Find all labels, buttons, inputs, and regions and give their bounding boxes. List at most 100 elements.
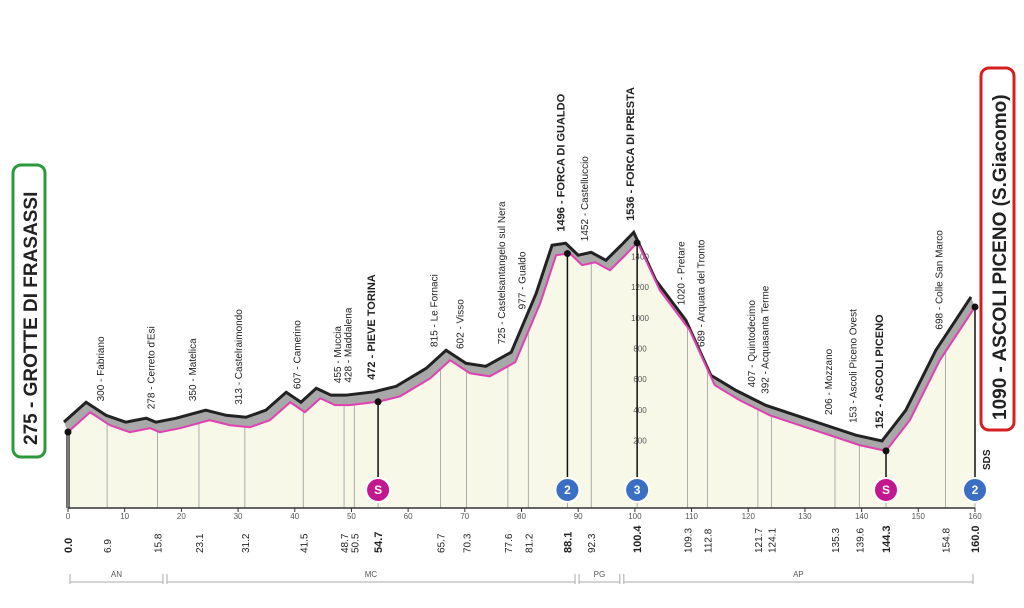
km-label: 121.7: [754, 528, 765, 553]
km-label: 144.3: [881, 525, 893, 553]
place-label: 152 - ASCOLI PICENO: [874, 314, 886, 429]
place-label: 1020 - Pretare: [677, 241, 688, 305]
place-label: 407 - Quintodecimo: [747, 300, 758, 388]
km-label: 65.7: [436, 533, 447, 553]
x-tick-label: 10: [120, 512, 129, 521]
marker: [873, 477, 900, 503]
place-label: 472 - PIEVE TORINA: [366, 274, 378, 380]
place-label: 607 - Camerino: [292, 320, 303, 389]
km-label: 139.6: [855, 528, 866, 553]
place-label: 725 - Castelsantangelo sul Nera: [497, 201, 508, 344]
place-label: 698 - Colle San Marco: [935, 230, 946, 330]
km-label: 124.1: [767, 528, 778, 553]
km-label: 81.2: [524, 533, 535, 553]
sds-label: SDS: [982, 449, 993, 470]
marker-dot: [633, 239, 641, 247]
place-label: 350 - Matelica: [188, 338, 199, 401]
marker-label: 2: [972, 483, 979, 497]
km-label: 15.8: [154, 533, 165, 553]
profile-line: [67, 240, 976, 453]
km-label: 50.5: [350, 533, 361, 553]
marker-dot: [563, 250, 571, 258]
place-label: 1496 - FORCA DI GUALDO: [555, 93, 567, 231]
km-label: 41.5: [299, 533, 310, 553]
x-tick-label: 140: [855, 512, 869, 521]
km-label: 160.0: [970, 525, 982, 553]
y-tick-label: 1200: [631, 283, 649, 292]
place-label: 815 - Le Fornaci: [429, 274, 440, 347]
profile-edge: [62, 229, 973, 443]
x-tick-label: 130: [798, 512, 812, 521]
place-label: 977 - Gualdo: [517, 251, 528, 309]
place-label: 278 - Cerreto d'Esi: [147, 326, 158, 409]
marker-dot: [882, 447, 890, 455]
place-label: 689 - Arquata del Tronto: [696, 239, 707, 347]
x-tick-label: 160: [968, 512, 982, 521]
x-tick-label: 70: [460, 512, 469, 521]
x-tick-label: 20: [177, 512, 186, 521]
marker-dot: [374, 398, 382, 406]
marker-label: S: [882, 483, 890, 497]
km-label: 54.7: [373, 532, 385, 553]
x-tick-label: 120: [742, 512, 756, 521]
y-tick-label: 800: [633, 344, 647, 353]
region-label: AN: [111, 570, 122, 579]
finish-box: [979, 66, 1016, 432]
marker-label: S: [374, 483, 382, 497]
y-tick-label: 400: [633, 406, 647, 415]
marker: [624, 477, 651, 503]
km-label: 109.3: [684, 528, 695, 553]
x-tick-label: 30: [234, 512, 243, 521]
y-tick-label: 1000: [631, 314, 649, 323]
x-tick-label: 60: [404, 512, 413, 521]
region-label: AP: [793, 570, 804, 579]
place-label: 455 - Muccia: [333, 325, 344, 383]
place-label: 1452 - Castelluccio: [580, 156, 591, 241]
x-tick-label: 100: [628, 512, 642, 521]
marker: [554, 477, 581, 503]
y-tick-label: 600: [633, 375, 647, 384]
place-label: 428 - Maddalena: [343, 307, 354, 382]
marker-label: 3: [634, 483, 641, 497]
place-label: 300 - Fabriano: [96, 336, 107, 401]
km-label: 77.6: [504, 533, 515, 553]
marker-dot: [971, 303, 979, 311]
profile-fill: [68, 242, 975, 508]
finish-label: 1090 - ASCOLI PICENO (S.Giacomo): [990, 94, 1011, 420]
km-label: 135.3: [831, 528, 842, 553]
region-label: PG: [594, 570, 606, 579]
x-tick-label: 150: [912, 512, 926, 521]
km-label: 48.7: [340, 533, 351, 553]
place-label: 206 - Mozzano: [824, 348, 835, 415]
x-tick-label: 90: [574, 512, 583, 521]
place-label: 153 - Ascoli Piceno Ovest: [848, 309, 859, 423]
km-label: 154.8: [942, 528, 953, 553]
marker-label: 2: [564, 483, 571, 497]
place-label: 313 - Castelraimondo: [234, 309, 245, 405]
x-tick-label: 110: [685, 512, 698, 521]
y-tick-label: 1400: [631, 252, 649, 261]
place-label: 602 - Visso: [456, 299, 467, 349]
y-tick-label: 200: [633, 437, 647, 446]
km-label: 92.3: [587, 533, 598, 553]
km-label: 31.2: [241, 533, 252, 553]
x-tick-label: 0: [66, 512, 71, 521]
km-label: 23.1: [195, 533, 206, 553]
km-label: 112.8: [703, 528, 714, 553]
marker: [962, 477, 988, 503]
x-tick-label: 80: [517, 512, 526, 521]
start-label: 275 - GROTTE DI FRASASSI: [21, 192, 42, 445]
region-label: MC: [365, 570, 378, 579]
marker: [365, 477, 392, 503]
km-label: 88.1: [562, 532, 574, 553]
km-label: 70.3: [463, 533, 474, 553]
start-box: [11, 163, 47, 459]
start-dot: [64, 428, 72, 436]
km-label: 6.9: [103, 539, 114, 553]
km-label: 100.4: [632, 525, 644, 553]
x-tick-label: 40: [290, 512, 299, 521]
km-label: 0.0: [63, 538, 75, 553]
x-tick-label: 50: [347, 512, 356, 521]
place-label: 1536 - FORCA DI PRESTA: [625, 87, 637, 221]
